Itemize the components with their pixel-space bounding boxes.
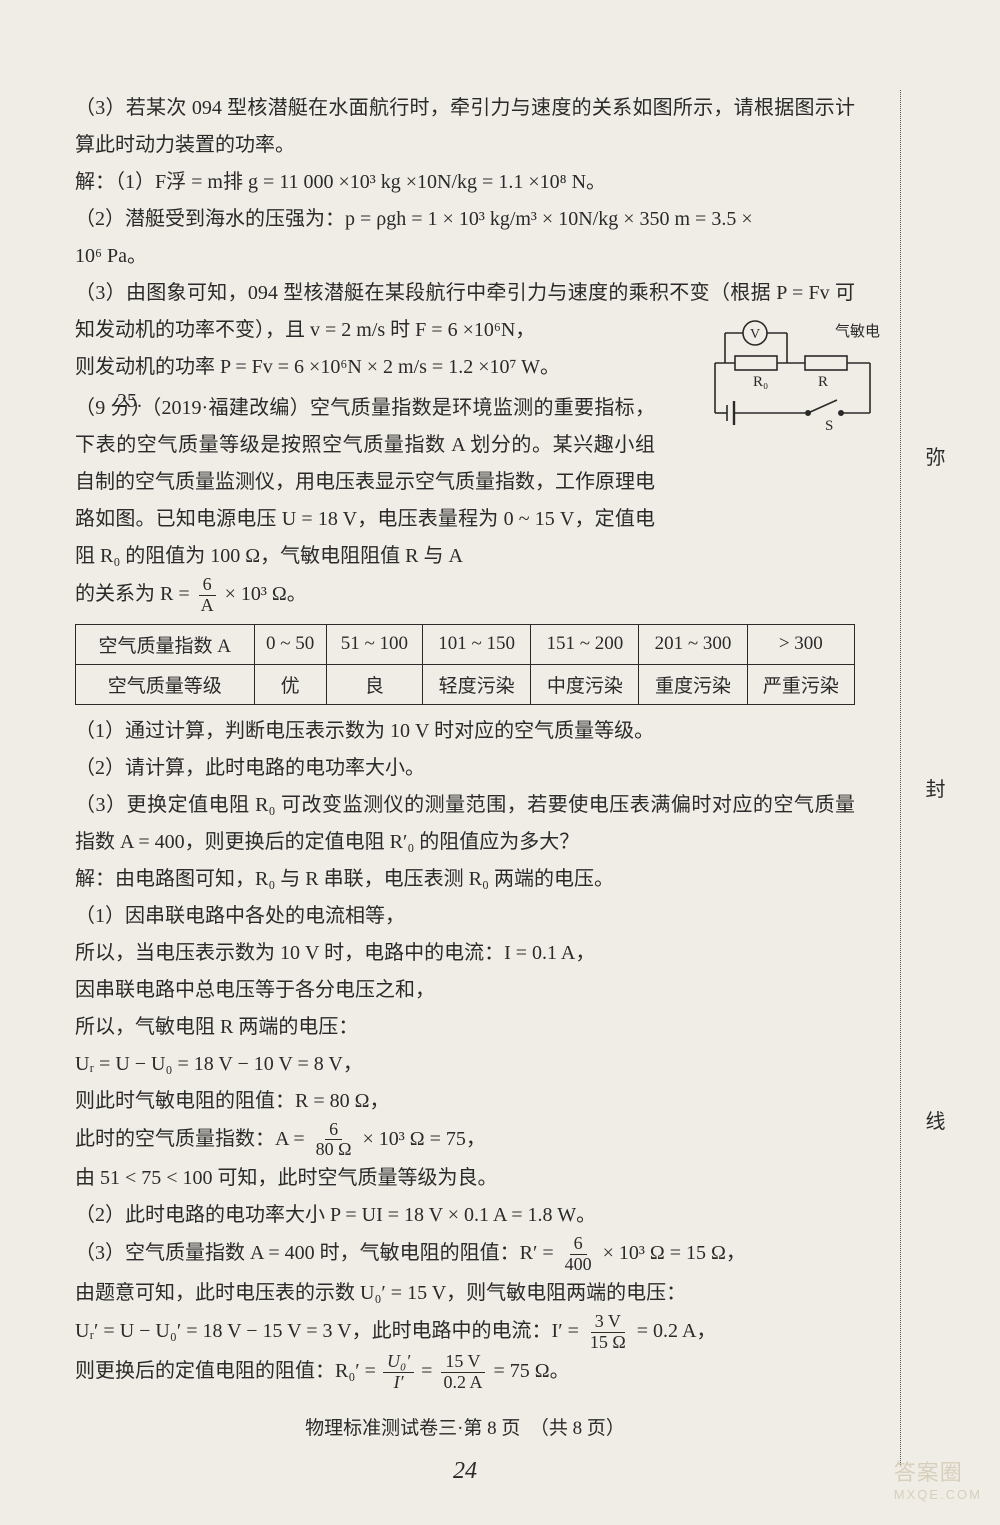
q24-part3-prompt: （3）若某次 094 型核潜艇在水面航行时，牵引力与速度的关系如图所示，请根据图…	[75, 90, 855, 164]
table-cell: 空气质量指数 A	[76, 624, 255, 664]
watermark-main: 答案圈	[894, 1460, 963, 1485]
text: =	[421, 1360, 432, 1382]
q25-relation-a: 的关系为 R =	[75, 583, 190, 605]
svg-text:R: R	[818, 374, 828, 390]
svg-text:V: V	[750, 327, 760, 342]
q25-sol2: （2）此时电路的电功率大小 P = UI = 18 V × 0.1 A = 1.…	[75, 1197, 855, 1234]
fraction: U₀′ I′	[383, 1352, 414, 1393]
frac-den: 80 Ω	[312, 1140, 356, 1160]
q25-sol1d: 所以，气敏电阻 R 两端的电压：	[75, 1009, 855, 1046]
text: （3）空气质量指数 A = 400 时，气敏电阻的阻值：R′ =	[75, 1242, 554, 1264]
table-cell: 0 ~ 50	[254, 624, 326, 664]
page-number: 24	[75, 1458, 855, 1485]
q25-relation: 的关系为 R = 6 A × 10³ Ω。	[75, 575, 855, 616]
q24-ans2b: 10⁶ Pa。	[75, 238, 855, 275]
svg-text:R₀: R₀	[753, 374, 768, 390]
fraction: 6 A	[197, 575, 218, 616]
table-cell: 151 ~ 200	[531, 624, 639, 664]
frac-num: 3 V	[591, 1312, 625, 1333]
q25-relation-b: × 10³ Ω。	[225, 583, 307, 605]
watermark: 答案圈 MXQE.COM	[894, 1455, 982, 1502]
q25-sol1e: Uᵣ = U − U₀ = 18 V − 10 V = 8 V，	[75, 1046, 855, 1083]
table-cell: 中度污染	[531, 664, 639, 704]
table-row: 空气质量指数 A 0 ~ 50 51 ~ 100 101 ~ 150 151 ~…	[76, 624, 855, 664]
table-cell: 空气质量等级	[76, 664, 255, 704]
q25-sol1g: 此时的空气质量指数：A = 6 80 Ω × 10³ Ω = 75，	[75, 1120, 855, 1161]
frac-den: 0.2 A	[439, 1373, 486, 1393]
q24-ans2a: （2）潜艇受到海水的压强为：p = ρgh = 1 × 10³ kg/m³ × …	[75, 201, 855, 238]
text: × 10³ Ω = 75，	[363, 1127, 486, 1149]
fraction: 3 V 15 Ω	[586, 1312, 630, 1353]
table-cell: 优	[254, 664, 326, 704]
circuit-diagram: V 气敏电阻 R₀ R	[705, 318, 880, 448]
q25-p1: （1）通过计算，判断电压表示数为 10 V 时对应的空气质量等级。	[75, 713, 855, 750]
text: = 75 Ω。	[493, 1360, 569, 1382]
frac-num: U₀′	[383, 1352, 414, 1373]
q25-sol1c: 因串联电路中总电压等于各分电压之和，	[75, 972, 855, 1009]
frac-den: 400	[561, 1255, 596, 1275]
q25-sol3a: （3）空气质量指数 A = 400 时，气敏电阻的阻值：R′ = 6 400 ×…	[75, 1234, 855, 1275]
table-cell: 轻度污染	[423, 664, 531, 704]
table-cell: 重度污染	[639, 664, 747, 704]
q25-sol1b: 所以，当电压表示数为 10 V 时，电路中的电流：I = 0.1 A，	[75, 935, 855, 972]
fraction: 15 V 0.2 A	[439, 1352, 486, 1393]
side-char: 线	[926, 1105, 946, 1134]
table-cell: 101 ~ 150	[423, 624, 531, 664]
q25-intro: （9 分）（2019·福建改编）空气质量指数是环境监测的重要指标，下表的空气质量…	[75, 390, 655, 575]
frac-den: 15 Ω	[586, 1333, 630, 1353]
side-char: 弥	[926, 441, 946, 470]
table-cell: 201 ~ 300	[639, 624, 747, 664]
frac-num: 6	[199, 575, 216, 596]
watermark-sub: MXQE.COM	[894, 1487, 982, 1502]
svg-text:气敏电阻: 气敏电阻	[835, 323, 880, 340]
svg-text:S: S	[825, 418, 833, 434]
q25-p2: （2）请计算，此时电路的电功率大小。	[75, 750, 855, 787]
q25-sol3d: 则更换后的定值电阻的阻值：R₀′ = U₀′ I′ = 15 V 0.2 A =…	[75, 1352, 855, 1393]
table-cell: 51 ~ 100	[326, 624, 422, 664]
q25-sol1f: 则此时气敏电阻的阻值：R = 80 Ω，	[75, 1083, 855, 1120]
frac-den: A	[197, 596, 218, 616]
q25-sol3c: Uᵣ′ = U − U₀′ = 18 V − 15 V = 3 V，此时电路中的…	[75, 1312, 855, 1353]
text: 此时的空气质量指数：A =	[75, 1127, 305, 1149]
text: = 0.2 A，	[637, 1320, 717, 1342]
table-cell: > 300	[747, 624, 854, 664]
frac-den: I′	[390, 1373, 408, 1393]
sol-label: 解：	[75, 171, 115, 193]
fraction: 6 80 Ω	[312, 1120, 356, 1161]
table-cell: 良	[326, 664, 422, 704]
q25-sol1h: 由 51 < 75 < 100 可知，此时空气质量等级为良。	[75, 1160, 855, 1197]
table-cell: 严重污染	[747, 664, 854, 704]
text: 则更换后的定值电阻的阻值：R₀′ =	[75, 1360, 376, 1382]
frac-num: 6	[570, 1234, 587, 1255]
table-row: 空气质量等级 优 良 轻度污染 中度污染 重度污染 严重污染	[76, 664, 855, 704]
q25-sol0: 解：由电路图可知，R₀ 与 R 串联，电压表测 R₀ 两端的电压。	[75, 861, 855, 898]
q25-number: 25.	[117, 390, 142, 413]
text: × 10³ Ω = 15 Ω，	[603, 1242, 746, 1264]
text: Uᵣ′ = U − U₀′ = 18 V − 15 V = 3 V，此时电路中的…	[75, 1320, 579, 1342]
binding-margin: 弥 封 线	[900, 90, 970, 1465]
side-char: 封	[926, 773, 946, 802]
frac-num: 15 V	[441, 1352, 484, 1373]
q25-sol1a: （1）因串联电路中各处的电流相等，	[75, 898, 855, 935]
frac-num: 6	[325, 1120, 342, 1141]
q24-ans1: 解：（1）F浮 = m排 g = 11 000 ×10³ kg ×10N/kg …	[75, 164, 855, 201]
aqi-table: 空气质量指数 A 0 ~ 50 51 ~ 100 101 ~ 150 151 ~…	[75, 624, 855, 705]
q25-p3: （3）更换定值电阻 R₀ 可改变监测仪的测量范围，若要使电压表满偏时对应的空气质…	[75, 787, 855, 861]
fraction: 6 400	[561, 1234, 596, 1275]
page-footer: 物理标准测试卷三·第 8 页 （共 8 页）	[75, 1413, 855, 1440]
q24-ans1-text: （1）F浮 = m排 g = 11 000 ×10³ kg ×10N/kg = …	[115, 171, 606, 193]
q25-sol3b: 由题意可知，此时电压表的示数 U₀′ = 15 V，则气敏电阻两端的电压：	[75, 1275, 855, 1312]
